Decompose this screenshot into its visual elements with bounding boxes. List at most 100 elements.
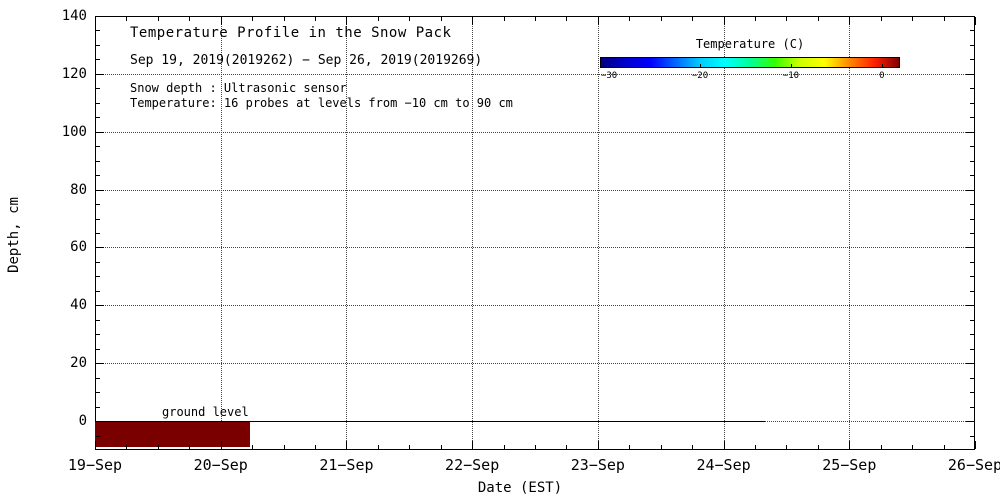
y-tick-label: 120 bbox=[61, 65, 87, 82]
y-minor-tick-right bbox=[970, 88, 974, 90]
x-major-tick-top bbox=[723, 17, 725, 25]
y-minor-tick-right bbox=[970, 175, 974, 177]
y-minor-tick-left bbox=[96, 261, 100, 263]
x-minor-tick-bottom bbox=[629, 445, 631, 449]
y-major-tick-left bbox=[96, 305, 104, 307]
y-minor-tick-right bbox=[970, 218, 974, 220]
x-minor-tick-top bbox=[817, 17, 819, 21]
y-major-tick-left bbox=[96, 131, 104, 133]
y-minor-tick-left bbox=[96, 392, 100, 394]
x-minor-tick-top bbox=[692, 17, 694, 21]
colorbar-tick bbox=[609, 64, 611, 68]
y-major-tick-left bbox=[96, 16, 104, 17]
chart-date-range: Sep 19, 2019(2019262) − Sep 26, 2019(201… bbox=[130, 53, 483, 68]
y-minor-tick-left bbox=[96, 30, 100, 32]
x-gridline bbox=[346, 17, 348, 449]
x-major-tick-bottom bbox=[346, 441, 348, 449]
y-minor-tick-left bbox=[96, 175, 100, 177]
x-minor-tick-bottom bbox=[409, 445, 411, 449]
y-minor-tick-left bbox=[96, 146, 100, 148]
x-minor-tick-top bbox=[157, 17, 159, 21]
x-minor-tick-top bbox=[283, 17, 285, 21]
y-tick-label: 0 bbox=[78, 413, 87, 430]
x-major-tick-bottom bbox=[597, 441, 599, 449]
x-major-tick-bottom bbox=[472, 441, 474, 449]
y-minor-tick-right bbox=[970, 59, 974, 61]
x-minor-tick-top bbox=[440, 17, 442, 21]
x-minor-tick-top bbox=[786, 17, 788, 21]
y-minor-tick-left bbox=[96, 276, 100, 278]
x-gridline bbox=[849, 17, 851, 449]
y-minor-tick-left bbox=[96, 233, 100, 234]
x-minor-tick-bottom bbox=[315, 445, 316, 449]
x-major-tick-top bbox=[975, 17, 976, 25]
chart-title: Temperature Profile in the Snow Pack bbox=[130, 25, 452, 41]
y-minor-tick-left bbox=[96, 218, 100, 220]
y-major-tick-right bbox=[966, 189, 974, 191]
x-tick-label: 19−Sep bbox=[67, 456, 123, 474]
y-major-tick-right bbox=[966, 73, 974, 75]
x-major-tick-top bbox=[472, 17, 474, 25]
x-minor-tick-bottom bbox=[252, 445, 254, 449]
x-minor-tick-bottom bbox=[912, 445, 914, 449]
x-minor-tick-top bbox=[660, 17, 662, 21]
colorbar-tick-label: −20 bbox=[691, 71, 709, 81]
x-major-tick-top bbox=[346, 17, 348, 25]
y-minor-tick-right bbox=[970, 30, 974, 32]
y-minor-tick-left bbox=[96, 59, 100, 61]
x-major-tick-top bbox=[597, 17, 599, 25]
y-minor-tick-right bbox=[970, 334, 974, 336]
x-tick-label: 20−Sep bbox=[193, 456, 248, 474]
colorbar-tick-label: 0 bbox=[879, 71, 885, 81]
x-minor-tick-top bbox=[755, 17, 756, 21]
ground-level-line bbox=[95, 421, 766, 423]
y-gridline bbox=[96, 247, 974, 249]
y-tick-label: 100 bbox=[61, 123, 87, 140]
y-minor-tick-right bbox=[970, 377, 974, 379]
y-minor-tick-right bbox=[970, 276, 974, 278]
x-minor-tick-bottom bbox=[755, 445, 756, 449]
x-tick-label: 24−Sep bbox=[696, 456, 751, 474]
y-gridline bbox=[96, 189, 974, 191]
y-major-tick-right bbox=[966, 16, 974, 17]
x-minor-tick-top bbox=[252, 17, 254, 21]
y-minor-tick-right bbox=[970, 44, 974, 46]
y-minor-tick-right bbox=[970, 261, 974, 263]
x-gridline bbox=[472, 17, 474, 449]
y-gridline bbox=[96, 73, 974, 75]
y-minor-tick-left bbox=[96, 117, 100, 119]
colorbar-tick-label: −10 bbox=[782, 71, 800, 81]
x-minor-tick-top bbox=[126, 17, 128, 21]
x-minor-tick-bottom bbox=[189, 445, 191, 449]
colorbar-tick bbox=[881, 64, 883, 68]
y-major-tick-left bbox=[96, 247, 104, 249]
x-tick-label: 26−Sep bbox=[947, 456, 1000, 474]
y-major-tick-right bbox=[966, 305, 974, 307]
x-gridline bbox=[220, 17, 222, 449]
x-minor-tick-top bbox=[315, 17, 316, 21]
y-minor-tick-left bbox=[96, 319, 100, 321]
y-gridline bbox=[96, 363, 974, 365]
y-tick-label: 60 bbox=[70, 239, 87, 256]
y-minor-tick-right bbox=[970, 117, 974, 119]
colorbar-tick bbox=[790, 64, 792, 68]
y-minor-tick-left bbox=[96, 160, 100, 162]
x-minor-tick-top bbox=[943, 17, 945, 21]
x-gridline bbox=[597, 17, 599, 449]
y-minor-tick-right bbox=[970, 435, 974, 437]
y-minor-tick-left bbox=[96, 348, 100, 350]
y-minor-tick-right bbox=[970, 160, 974, 162]
x-gridline bbox=[723, 17, 725, 449]
y-minor-tick-right bbox=[970, 204, 974, 206]
y-minor-tick-left bbox=[96, 102, 100, 104]
x-minor-tick-top bbox=[629, 17, 631, 21]
x-minor-tick-top bbox=[566, 17, 568, 21]
y-major-tick-left bbox=[96, 189, 104, 191]
y-minor-tick-left bbox=[96, 435, 100, 437]
y-axis-label: Depth, cm bbox=[6, 197, 22, 273]
x-minor-tick-bottom bbox=[126, 445, 128, 449]
y-minor-tick-right bbox=[970, 102, 974, 104]
x-major-tick-top bbox=[95, 17, 96, 25]
x-axis-label: Date (EST) bbox=[477, 480, 563, 496]
y-tick-label: 20 bbox=[70, 355, 87, 372]
